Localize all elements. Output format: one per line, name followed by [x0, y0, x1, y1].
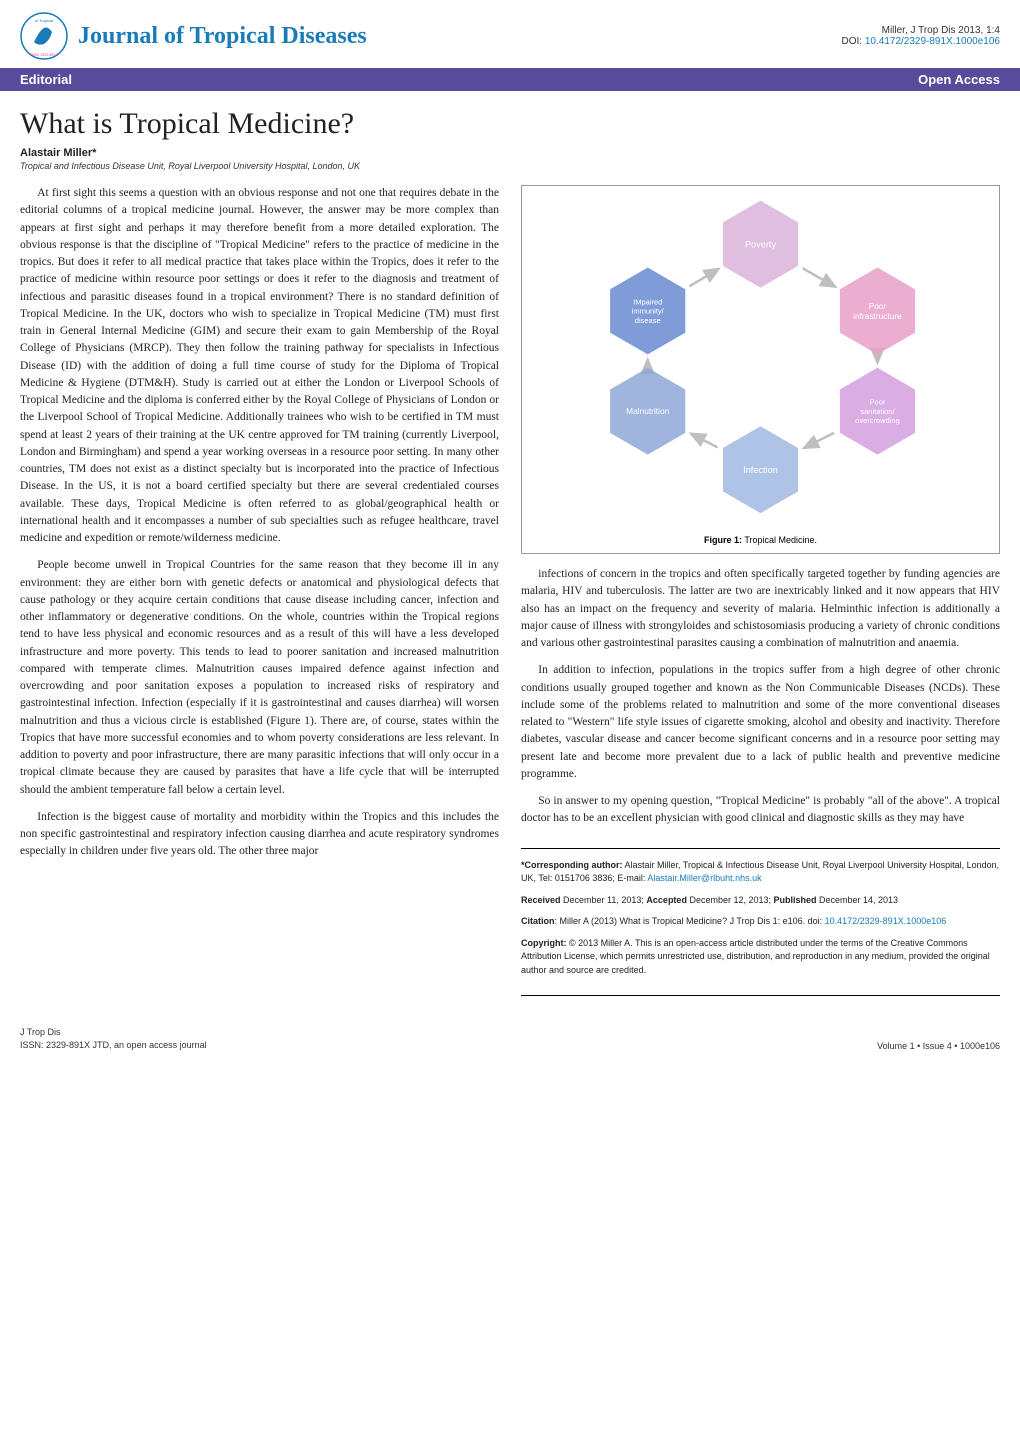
svg-text:sanitation/: sanitation/ — [860, 407, 895, 416]
two-column-layout: At first sight this seems a question wit… — [20, 185, 1000, 996]
svg-text:of Tropical: of Tropical — [35, 18, 54, 23]
page-footer: J Trop Dis ISSN: 2329-891X JTD, an open … — [0, 1016, 1020, 1067]
article-type-bar: Editorial Open Access — [0, 68, 1020, 91]
content: What is Tropical Medicine? Alastair Mill… — [0, 91, 1020, 1016]
article-title: What is Tropical Medicine? — [20, 107, 1000, 141]
article-info-box: *Corresponding author: Alastair Miller, … — [521, 848, 1000, 997]
right-body-text: infections of concern in the tropics and… — [521, 566, 1000, 828]
doi-link[interactable]: 10.4172/2329-891X.1000e106 — [865, 36, 1000, 47]
logo-block: of Tropical ISSN: 2329-891X Journal of T… — [20, 12, 367, 60]
svg-text:infrastructure: infrastructure — [853, 311, 902, 321]
journal-name: Journal of Tropical Diseases — [78, 23, 367, 50]
svg-text:immunity/: immunity/ — [632, 307, 665, 316]
svg-text:Infection: Infection — [743, 465, 778, 475]
author-affiliation: Tropical and Infectious Disease Unit, Ro… — [20, 161, 1000, 171]
body-paragraph: infections of concern in the tropics and… — [521, 566, 1000, 652]
citation-doi-link[interactable]: 10.4172/2329-891X.1000e106 — [825, 916, 947, 926]
figure-caption: Figure 1: Tropical Medicine. — [530, 535, 991, 545]
copyright-info: Copyright: © 2013 Miller A. This is an o… — [521, 937, 1000, 978]
citation-info: Citation: Miller A (2013) What is Tropic… — [521, 915, 1000, 929]
author-email[interactable]: Alastair.Miller@rlbuht.nhs.uk — [647, 873, 761, 883]
body-paragraph: In addition to infection, populations in… — [521, 662, 1000, 783]
svg-text:ISSN: 2329-891X: ISSN: 2329-891X — [30, 53, 58, 57]
header: of Tropical ISSN: 2329-891X Journal of T… — [0, 0, 1020, 68]
svg-text:Poor: Poor — [870, 398, 886, 407]
right-column: PovertyPoorinfrastructurePoorsanitation/… — [521, 185, 1000, 996]
body-paragraph: Infection is the biggest cause of mortal… — [20, 809, 499, 861]
article-dates: Received December 11, 2013; Accepted Dec… — [521, 894, 1000, 908]
journal-logo-icon: of Tropical ISSN: 2329-891X — [20, 12, 68, 60]
footer-left: J Trop Dis ISSN: 2329-891X JTD, an open … — [20, 1026, 207, 1051]
body-paragraph: So in answer to my opening question, "Tr… — [521, 793, 1000, 828]
body-paragraph: At first sight this seems a question wit… — [20, 185, 499, 547]
left-column: At first sight this seems a question wit… — [20, 185, 499, 996]
doi-line: DOI: 10.4172/2329-891X.1000e106 — [842, 36, 1000, 47]
author-name: Alastair Miller* — [20, 147, 1000, 159]
citation-line: Miller, J Trop Dis 2013, 1:4 — [842, 25, 1000, 36]
access-type: Open Access — [918, 72, 1000, 87]
svg-text:overcrowding: overcrowding — [855, 416, 900, 425]
corresponding-author: *Corresponding author: Alastair Miller, … — [521, 859, 1000, 886]
svg-text:Poor: Poor — [869, 301, 887, 311]
svg-text:Poverty: Poverty — [745, 239, 777, 249]
svg-text:IMpaired: IMpaired — [633, 297, 662, 306]
body-paragraph: People become unwell in Tropical Countri… — [20, 557, 499, 799]
figure-diagram: PovertyPoorinfrastructurePoorsanitation/… — [530, 194, 991, 524]
header-citation: Miller, J Trop Dis 2013, 1:4 DOI: 10.417… — [842, 25, 1000, 47]
svg-text:Malnutrition: Malnutrition — [626, 406, 669, 416]
svg-text:disease: disease — [635, 316, 661, 325]
figure-1: PovertyPoorinfrastructurePoorsanitation/… — [521, 185, 1000, 554]
footer-right: Volume 1 • Issue 4 • 1000e106 — [877, 1041, 1000, 1051]
article-type: Editorial — [20, 72, 72, 87]
